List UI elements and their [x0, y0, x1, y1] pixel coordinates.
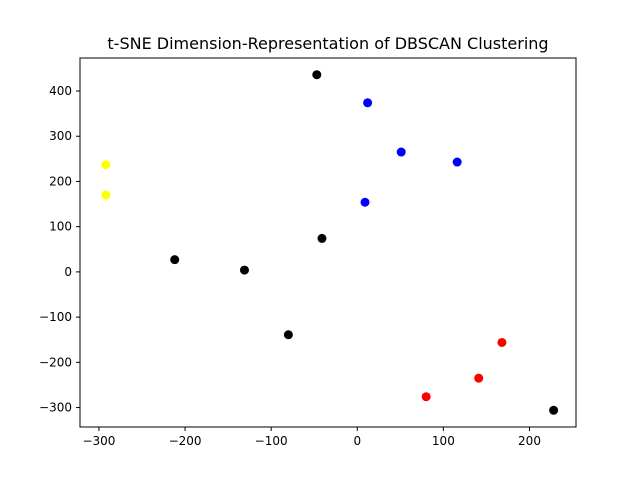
y-tick-label: 0: [64, 265, 72, 279]
y-tick-label: −300: [39, 401, 72, 415]
x-tick-label: −100: [255, 434, 288, 448]
data-point: [360, 197, 370, 207]
y-tick-label: 400: [49, 84, 72, 98]
x-axis: −300 −200 −100 0 100 200: [82, 427, 541, 448]
data-point: [421, 392, 431, 402]
data-point: [396, 147, 406, 157]
data-point: [101, 190, 111, 200]
y-tick-label: −200: [39, 355, 72, 369]
data-point: [312, 70, 322, 80]
data-point: [239, 265, 249, 275]
plot-frame: [79, 57, 577, 428]
data-point: [549, 405, 559, 415]
data-points: [101, 70, 559, 415]
y-tick-label: 300: [49, 129, 72, 143]
data-point: [363, 98, 373, 108]
x-tick-label: 100: [432, 434, 455, 448]
data-point: [101, 160, 111, 170]
x-tick-label: 0: [353, 434, 361, 448]
data-point: [317, 233, 327, 243]
data-point: [170, 255, 180, 265]
y-axis: −300 −200 −100 0 100 200 300 400: [39, 84, 80, 415]
data-point: [474, 373, 484, 383]
y-tick-label: 200: [49, 174, 72, 188]
x-tick-label: −200: [169, 434, 202, 448]
data-point: [283, 330, 293, 340]
data-point: [497, 337, 507, 347]
y-tick-label: −100: [39, 310, 72, 324]
y-tick-label: 100: [49, 220, 72, 234]
data-point: [452, 157, 462, 167]
chart-title: t-SNE Dimension-Representation of DBSCAN…: [107, 34, 548, 53]
x-tick-label: −300: [82, 434, 115, 448]
x-tick-label: 200: [518, 434, 541, 448]
